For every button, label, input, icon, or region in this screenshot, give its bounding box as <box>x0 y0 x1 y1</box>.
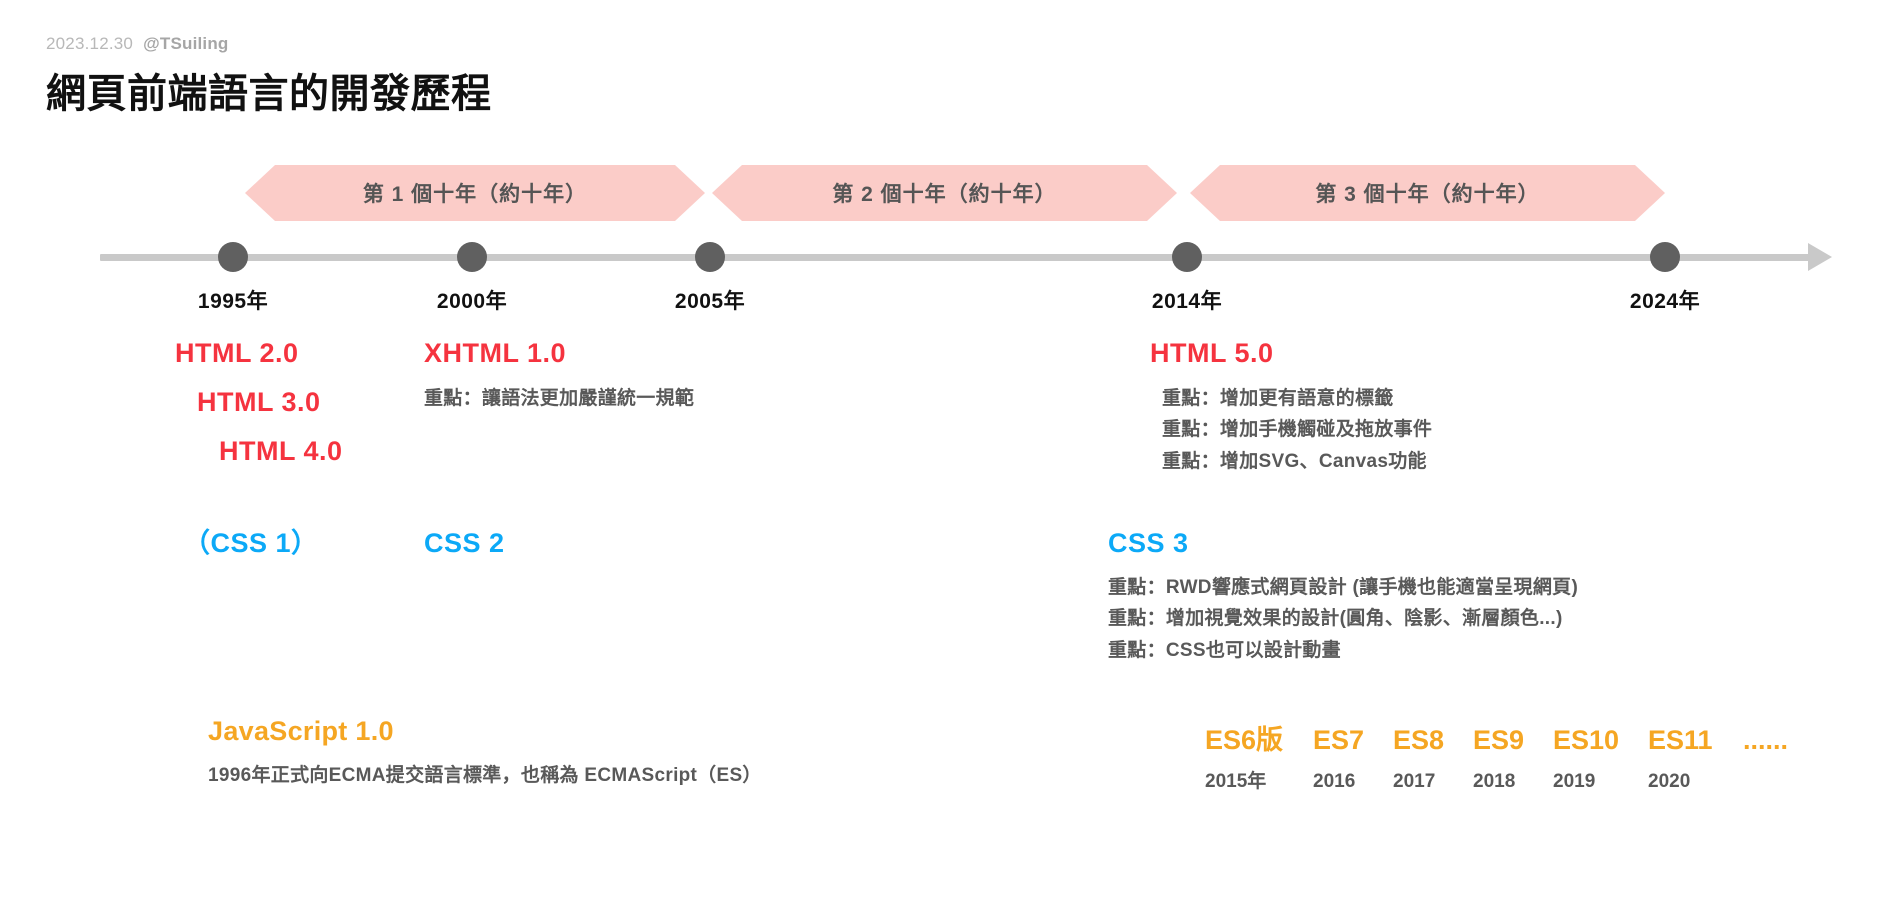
decade-2-left-arrowhead <box>712 165 742 221</box>
javascript-group: JavaScript 1.0 1996年正式向ECMA提交語言標準，也稱為 EC… <box>208 718 762 791</box>
page-header: 2023.12.30 @TSuiling 網頁前端語言的開發歷程 <box>46 34 492 119</box>
css3-group: CSS 3 重點：RWD響應式網頁設計 (讓手機也能適當呈現網頁) 重點：增加視… <box>1108 530 1578 666</box>
decade-band-2: 第 2 個十年（約十年） <box>712 165 1177 221</box>
author-handle: @TSuiling <box>143 34 229 53</box>
es-year-0: 2015年 <box>1205 771 1267 792</box>
timeline-dot-2024 <box>1650 242 1680 272</box>
es-year-row: 2015年 2016 2017 2018 2019 2020 <box>1205 766 1788 793</box>
xhtml-group: XHTML 1.0 重點：讓語法更加嚴謹統一規範 <box>424 340 694 414</box>
es-version-3: ES9 <box>1473 725 1525 755</box>
decade-3-left-arrowhead <box>1190 165 1220 221</box>
es-version-5: ES11 <box>1648 725 1713 755</box>
es-version-6: ...... <box>1743 725 1789 755</box>
timeline-dot-1995 <box>218 242 248 272</box>
timeline-dot-2005 <box>695 242 725 272</box>
es-version-row: ES6版 ES7 ES8 ES9 ES10 ES11 ...... <box>1205 718 1788 757</box>
year-label-2005: 2005年 <box>674 290 746 313</box>
header-meta: 2023.12.30 @TSuiling <box>46 34 492 54</box>
css3-detail-1: 重點：RWD響應式網頁設計 (讓手機也能適當呈現網頁) <box>1108 577 1579 598</box>
page-title: 網頁前端語言的開發歷程 <box>46 72 492 116</box>
decade-2-right-arrowhead <box>1147 165 1177 221</box>
decade-2-label: 第 2 個十年（約十年） <box>832 183 1057 206</box>
es-year-4: 2019 <box>1553 771 1596 792</box>
timeline-axis <box>100 254 1810 261</box>
decade-3-label: 第 3 個十年（約十年） <box>1315 183 1540 206</box>
decade-band-1: 第 1 個十年（約十年） <box>245 165 705 221</box>
html5-group: HTML 5.0 重點：增加更有語意的標籤 重點：增加手機觸碰及拖放事件 重點：… <box>1150 340 1432 477</box>
decade-3-right-arrowhead <box>1635 165 1665 221</box>
es-year-1: 2016 <box>1313 771 1356 792</box>
decade-band-3: 第 3 個十年（約十年） <box>1190 165 1665 221</box>
css2-heading: CSS 2 <box>424 528 505 558</box>
css3-detail-2: 重點：增加視覺效果的設計(圓角、陰影、漸層顏色...) <box>1108 608 1563 630</box>
html5-heading: HTML 5.0 <box>1150 338 1274 368</box>
javascript-heading: JavaScript 1.0 <box>208 716 394 746</box>
html5-detail-1: 重點：增加更有語意的標籤 <box>1162 388 1394 409</box>
es-year-2: 2017 <box>1393 771 1436 792</box>
es-year-3: 2018 <box>1473 771 1516 792</box>
decade-1-right-arrowhead <box>675 165 705 221</box>
year-label-2000: 2000年 <box>436 290 508 313</box>
year-label-2024: 2024年 <box>1629 290 1701 313</box>
es-version-2: ES8 <box>1393 725 1445 755</box>
decade-1-left-arrowhead <box>245 165 275 221</box>
html5-detail-2: 重點：增加手機觸碰及拖放事件 <box>1162 419 1433 441</box>
html-version-2: HTML 2.0 <box>175 338 299 368</box>
xhtml-detail-1: 重點：讓語法更加嚴謹統一規範 <box>424 388 695 409</box>
es-versions-group: ES6版 ES7 ES8 ES9 ES10 ES11 ...... 2015年 … <box>1205 718 1788 793</box>
html-early-versions-group: HTML 2.0 HTML 3.0 HTML 4.0 <box>175 340 343 465</box>
html5-detail-3: 重點：增加SVG、Canvas功能 <box>1162 450 1427 472</box>
timeline-axis-arrowhead <box>1808 243 1832 271</box>
publish-date: 2023.12.30 <box>46 34 134 53</box>
es-version-4: ES10 <box>1553 725 1620 755</box>
es-version-0: ES6版 <box>1205 725 1284 755</box>
es-year-5: 2020 <box>1648 771 1691 792</box>
javascript-detail-1: 1996年正式向ECMA提交語言標準，也稱為 ECMAScript（ES） <box>208 765 762 786</box>
year-label-1995: 1995年 <box>197 290 269 313</box>
css1-heading: （CSS 1） <box>183 528 319 558</box>
css3-heading: CSS 3 <box>1108 528 1189 558</box>
html-version-3: HTML 3.0 <box>197 387 321 417</box>
timeline-dot-2000 <box>457 242 487 272</box>
es-version-1: ES7 <box>1313 725 1365 755</box>
decade-1-label: 第 1 個十年（約十年） <box>362 183 588 206</box>
year-label-2014: 2014年 <box>1151 290 1223 313</box>
timeline-dot-2014 <box>1172 242 1202 272</box>
html-version-4: HTML 4.0 <box>219 436 343 466</box>
xhtml-heading: XHTML 1.0 <box>424 338 567 368</box>
css3-detail-3: 重點：CSS也可以設計動畫 <box>1108 639 1341 661</box>
